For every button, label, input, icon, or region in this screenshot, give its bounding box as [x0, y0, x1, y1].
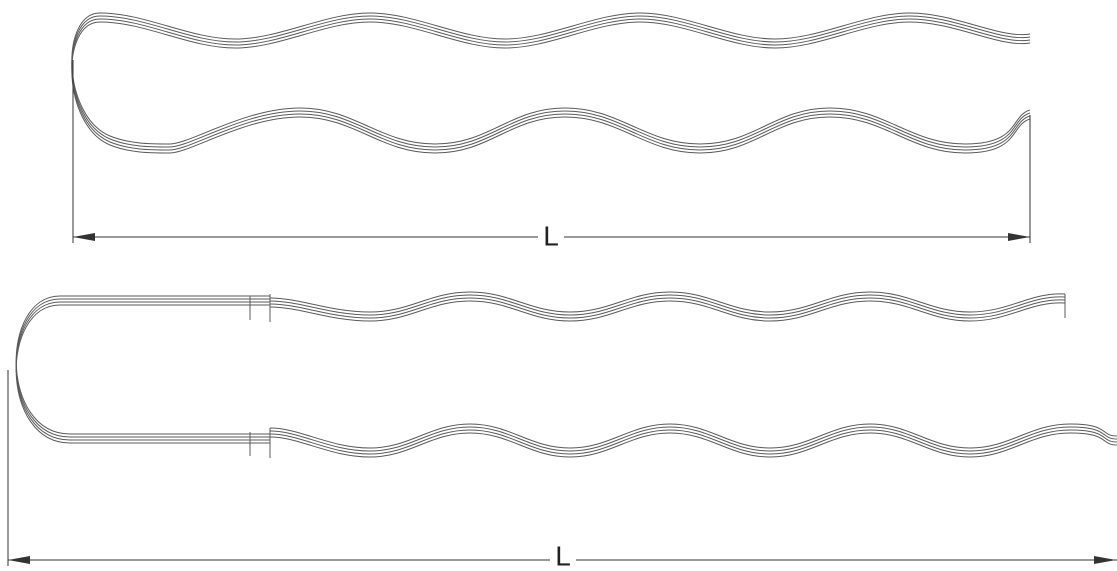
dimension-top: L: [72, 60, 1031, 252]
label-bg: [538, 222, 564, 252]
strand: [71, 21, 1031, 154]
helical-wire-bottom: [15, 291, 1117, 458]
arrowhead: [1094, 556, 1116, 564]
dimension-label: L: [543, 220, 559, 251]
arrowhead: [73, 233, 95, 241]
helical-wire-top: [71, 12, 1031, 154]
arrowhead: [8, 556, 30, 564]
dimension-label: L: [555, 540, 571, 571]
dimension-bottom: L: [7, 370, 1117, 571]
label-bg: [550, 545, 576, 571]
arrowhead: [1008, 233, 1030, 241]
